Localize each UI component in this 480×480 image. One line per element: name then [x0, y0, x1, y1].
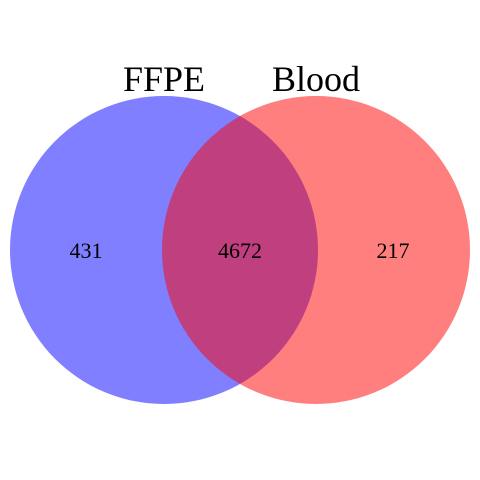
- ffpe-set-label: FFPE: [123, 59, 205, 99]
- intersection-count: 4672: [218, 238, 262, 263]
- ffpe-only-count: 431: [70, 238, 103, 263]
- blood-set-label: Blood: [272, 59, 360, 99]
- blood-circle: [162, 96, 470, 404]
- blood-only-count: 217: [377, 238, 410, 263]
